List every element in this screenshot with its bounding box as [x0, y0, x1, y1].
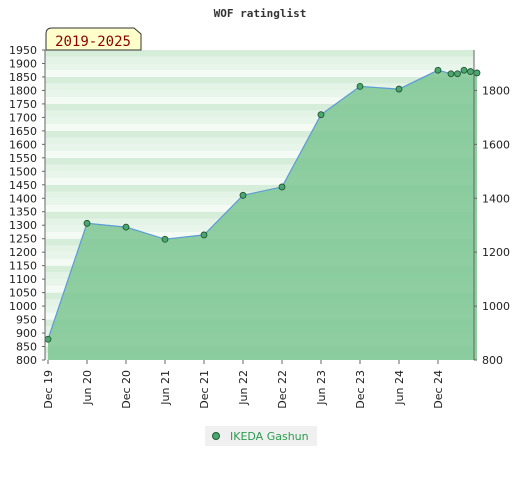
- background-band: [45, 70, 474, 77]
- y-left-tick-label: 1500: [9, 165, 37, 178]
- background-band: [45, 110, 474, 118]
- data-point: [317, 111, 325, 119]
- y-left-tick-label: 1650: [9, 125, 37, 138]
- x-tick-label: Dec 20: [120, 370, 133, 409]
- y-left-tick-label: 1200: [9, 246, 37, 259]
- period-badge-text: 2019-2025: [55, 34, 131, 50]
- data-point: [356, 82, 364, 90]
- background-band: [45, 76, 474, 84]
- data-point: [473, 69, 481, 77]
- data-point: [278, 183, 286, 191]
- background-band: [45, 171, 474, 179]
- y-left-tick-label: 1600: [9, 138, 37, 151]
- y-right-tick-label: 1200: [482, 246, 510, 259]
- data-point: [239, 191, 247, 199]
- y-axis-left: 8008509009501000105011001150120012501300…: [9, 44, 45, 367]
- legend-marker: [212, 432, 220, 440]
- background-band: [45, 103, 474, 111]
- data-point: [200, 231, 208, 239]
- data-point: [395, 85, 403, 93]
- x-tick-label: Dec 23: [354, 370, 367, 409]
- chart-title: WOF ratinglist: [214, 7, 307, 20]
- x-tick-label: Jun 23: [315, 370, 328, 406]
- y-left-tick-label: 1000: [9, 300, 37, 313]
- y-right-tick-label: 1600: [482, 138, 510, 151]
- y-left-tick-label: 1400: [9, 192, 37, 205]
- y-left-tick-label: 1750: [9, 98, 37, 111]
- series-area: [48, 70, 477, 360]
- x-tick-label: Jun 21: [159, 370, 172, 406]
- data-point: [83, 219, 91, 227]
- x-tick-label: Dec 19: [42, 370, 55, 409]
- y-axis-right: 800 1000 1200 1400 1600 1800: [474, 84, 510, 367]
- background-band: [45, 178, 474, 185]
- data-point: [447, 70, 455, 78]
- x-tick-label: Dec 24: [432, 370, 445, 409]
- data-point: [122, 223, 130, 231]
- data-point: [454, 70, 461, 78]
- background-band: [45, 90, 474, 98]
- background-band: [45, 157, 474, 165]
- x-tick-label: Dec 22: [276, 370, 289, 409]
- y-left-tick-label: 950: [16, 314, 37, 327]
- background-band: [45, 151, 474, 158]
- background-band: [45, 97, 474, 104]
- x-tick-label: Jun 24: [393, 370, 406, 406]
- y-left-tick-label: 1250: [9, 233, 37, 246]
- background-band: [45, 184, 474, 192]
- series-line: [47, 69, 478, 340]
- y-left-tick-label: 900: [16, 327, 37, 340]
- y-left-tick-label: 1050: [9, 287, 37, 300]
- background-band: [45, 164, 474, 172]
- y-left-tick-label: 1950: [9, 44, 37, 57]
- y-left-tick-label: 1700: [9, 111, 37, 124]
- y-left-tick-label: 1800: [9, 84, 37, 97]
- y-left-tick-label: 1300: [9, 219, 37, 232]
- x-tick-label: Jun 22: [237, 370, 250, 406]
- background-band: [45, 124, 474, 131]
- data-point: [434, 66, 442, 74]
- background-band: [45, 50, 474, 57]
- y-left-tick-label: 1150: [9, 260, 37, 273]
- y-left-tick-label: 850: [16, 341, 37, 354]
- y-left-tick-label: 1550: [9, 152, 37, 165]
- period-badge: 2019-2025: [45, 27, 142, 51]
- y-right-tick-label: 1000: [482, 300, 510, 313]
- data-point: [44, 335, 52, 343]
- legend: IKEDA Gashun: [205, 426, 317, 446]
- background-band: [45, 137, 474, 145]
- y-left-tick-label: 800: [16, 354, 37, 367]
- x-axis: Dec 19 Jun 20 Dec 20 Jun 21 Dec 21 Jun 22 Dec …: [42, 360, 445, 409]
- y-right-tick-label: 800: [482, 354, 503, 367]
- data-point: [161, 235, 169, 243]
- data-point: [467, 68, 474, 75]
- background-band: [45, 130, 474, 138]
- y-left-tick-label: 1350: [9, 206, 37, 219]
- background-band: [45, 56, 474, 64]
- y-left-tick-label: 1450: [9, 179, 37, 192]
- x-tick-label: Jun 20: [81, 370, 94, 406]
- x-tick-label: Dec 21: [198, 370, 211, 409]
- series-points: [44, 66, 481, 343]
- background-band: [45, 144, 474, 152]
- background-band: [45, 63, 474, 71]
- y-left-tick-label: 1900: [9, 57, 37, 70]
- y-left-tick-label: 1850: [9, 71, 37, 84]
- background-band: [45, 117, 474, 125]
- legend-label: IKEDA Gashun: [230, 429, 309, 443]
- y-right-tick-label: 1400: [482, 192, 510, 205]
- background-band: [45, 83, 474, 91]
- data-point: [460, 66, 468, 74]
- y-right-tick-label: 1800: [482, 84, 510, 97]
- y-left-tick-label: 1100: [9, 273, 37, 286]
